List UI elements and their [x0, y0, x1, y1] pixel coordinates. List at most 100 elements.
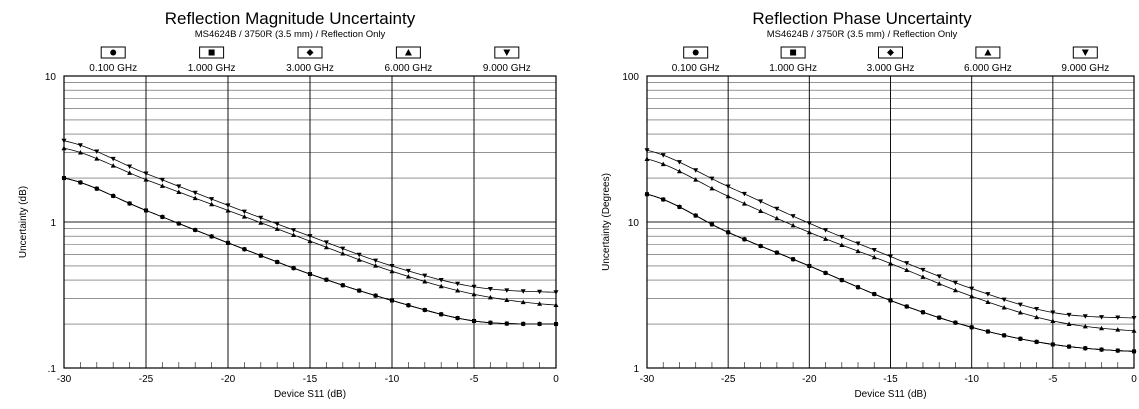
- legend-label: 9.000 GHz: [483, 63, 531, 74]
- x-tick-label: -10: [964, 374, 979, 385]
- data-point: [438, 283, 444, 289]
- x-tick-label: -20: [802, 374, 817, 385]
- data-point: [969, 293, 975, 299]
- legend-label: 0.100 GHz: [672, 63, 720, 74]
- data-point: [725, 184, 731, 190]
- data-series: [61, 138, 559, 327]
- data-point: [537, 321, 543, 327]
- data-point: [537, 289, 543, 295]
- x-tick-label: -15: [883, 374, 898, 385]
- chart-subtitle: MS4624B / 3750R (3.5 mm) / Reflection On…: [195, 29, 386, 40]
- legend-marker: [404, 49, 412, 56]
- data-point: [176, 220, 182, 226]
- y-tick-label: 1: [50, 218, 56, 229]
- x-axis-label: Device S11 (dB): [274, 389, 346, 400]
- data-point: [405, 268, 411, 274]
- data-point: [241, 209, 247, 215]
- data-point: [839, 277, 845, 283]
- data-point: [307, 234, 313, 239]
- data-point: [192, 195, 198, 201]
- y-tick-label: 100: [622, 72, 639, 83]
- y-tick-label: 1: [633, 364, 639, 375]
- data-point: [985, 292, 991, 297]
- y-axis-ticks: 1 10 100: [622, 72, 639, 375]
- data-point: [644, 191, 650, 197]
- data-point: [758, 199, 764, 204]
- data-point: [1066, 344, 1072, 350]
- data-point: [693, 177, 699, 182]
- legend-marker: [790, 49, 797, 56]
- data-point: [920, 309, 926, 315]
- data-point: [855, 241, 861, 246]
- chart-subtitle: MS4624B / 3750R (3.5 mm) / Reflection On…: [767, 29, 958, 40]
- data-point: [774, 206, 780, 212]
- legend-label: 1.000 GHz: [769, 63, 817, 74]
- data-point: [693, 213, 699, 219]
- data-point: [1099, 315, 1105, 320]
- data-point: [1034, 314, 1040, 320]
- legend-marker: [503, 49, 511, 56]
- legend-marker: [208, 49, 215, 56]
- data-point: [356, 288, 362, 294]
- data-point: [553, 290, 559, 295]
- data-point: [77, 143, 83, 148]
- data-point: [644, 148, 650, 153]
- data-point: [340, 251, 346, 256]
- data-point: [504, 297, 510, 302]
- data-point: [61, 138, 67, 144]
- data-point: [855, 248, 861, 254]
- y-tick-label: .1: [48, 364, 57, 375]
- data-point: [487, 286, 493, 292]
- x-tick-label: 0: [1131, 374, 1137, 385]
- data-point: [741, 236, 747, 242]
- legend-marker: [1081, 49, 1089, 56]
- data-point: [110, 163, 116, 168]
- data-point: [520, 321, 526, 327]
- data-point: [323, 277, 329, 283]
- phase-chart-svg: Reflection Phase Uncertainty MS4624B / 3…: [601, 9, 1137, 400]
- data-point: [176, 184, 182, 189]
- data-point: [291, 228, 297, 233]
- data-point: [676, 204, 682, 210]
- data-point: [537, 301, 543, 306]
- data-point: [806, 263, 812, 269]
- data-point: [94, 149, 100, 155]
- data-point: [1082, 345, 1088, 351]
- data-point: [422, 279, 428, 284]
- legend-label: 1.000 GHz: [188, 63, 236, 74]
- data-point: [1001, 297, 1007, 303]
- legend-label: 6.000 GHz: [384, 63, 432, 74]
- data-point: [340, 246, 346, 252]
- data-point: [127, 200, 133, 206]
- data-point: [936, 281, 942, 286]
- data-point: [373, 258, 379, 264]
- data-point: [225, 203, 231, 208]
- data-point: [159, 214, 165, 220]
- x-tick-label: -30: [57, 374, 72, 385]
- data-point: [806, 229, 812, 235]
- data-point: [323, 244, 329, 250]
- data-point: [405, 302, 411, 308]
- data-point: [888, 297, 893, 303]
- data-point: [709, 185, 715, 191]
- legend-marker: [110, 49, 117, 56]
- data-point: [1066, 321, 1072, 327]
- data-point: [340, 282, 346, 288]
- data-point: [241, 214, 247, 219]
- data-point: [323, 240, 329, 245]
- data-point: [1017, 336, 1023, 342]
- chart-title: Reflection Phase Uncertainty: [752, 9, 972, 28]
- data-point: [389, 297, 395, 303]
- data-point: [209, 197, 215, 202]
- x-tick-label: 0: [553, 374, 559, 385]
- data-point: [192, 227, 198, 233]
- data-point: [307, 271, 313, 277]
- plot-grid: [64, 76, 556, 368]
- data-point: [790, 214, 796, 219]
- x-tick-label: -5: [1048, 374, 1057, 385]
- phase-uncertainty-chart: Reflection Phase Uncertainty MS4624B / 3…: [570, 0, 1139, 409]
- data-point: [1115, 315, 1121, 321]
- data-point: [1099, 347, 1105, 353]
- data-point: [774, 250, 780, 256]
- data-point: [455, 315, 461, 321]
